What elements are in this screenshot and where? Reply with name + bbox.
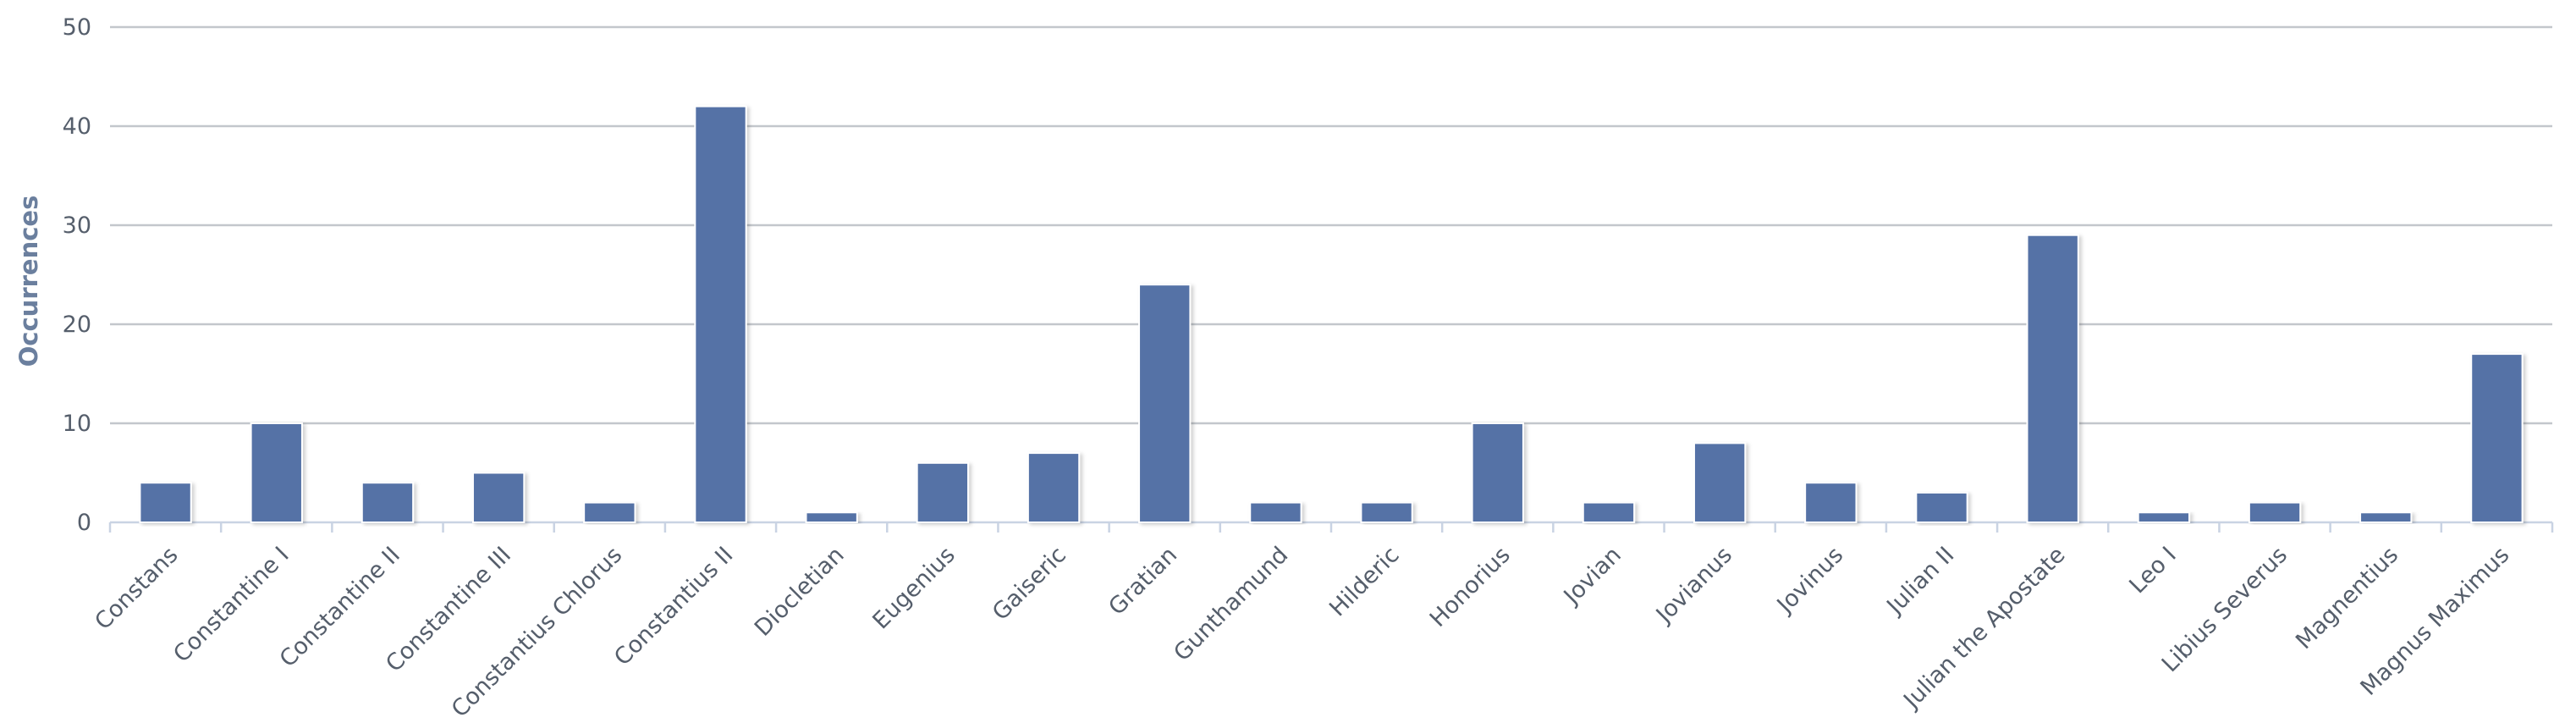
bar <box>1249 501 1302 523</box>
axes <box>108 521 2554 533</box>
bar <box>2026 234 2079 523</box>
bar <box>1582 501 1636 523</box>
y-tick-label: 30 <box>63 212 91 239</box>
x-tick-label: Constans <box>90 542 183 635</box>
x-tick-label: Gaiseric <box>988 542 1071 626</box>
x-tick-label: Hilderic <box>1324 542 1404 621</box>
y-tick-label: 0 <box>77 510 91 536</box>
bar <box>471 472 526 523</box>
x-tick-label: Constantine I <box>168 542 294 668</box>
x-tick-label: Eugenius <box>867 542 960 634</box>
bar <box>1471 422 1524 523</box>
y-tick-label: 20 <box>63 312 91 338</box>
bar <box>694 105 747 523</box>
x-tick-label: Diocletian <box>750 542 850 642</box>
y-axis-title: Occurrences <box>14 196 43 367</box>
bar <box>250 422 303 523</box>
bar <box>1138 284 1192 523</box>
x-tick-label: Julian II <box>1881 542 1960 621</box>
bar <box>2248 501 2302 523</box>
x-tick-label: Gunthamund <box>1169 542 1293 666</box>
bar <box>1915 491 1968 524</box>
bar <box>1027 452 1081 523</box>
y-tick-label: 40 <box>63 113 91 140</box>
bar <box>139 482 192 524</box>
x-tick-label: Constantius II <box>609 542 738 671</box>
y-tick-label: 50 <box>63 14 91 41</box>
x-tick-label: Jovian <box>1558 542 1627 610</box>
x-tick-label: Magnentius <box>2291 542 2403 654</box>
x-tick-label: Leo I <box>2124 542 2181 599</box>
bar <box>1693 442 1747 524</box>
bar <box>1804 482 1858 524</box>
bar <box>2470 353 2524 523</box>
bar <box>361 482 415 524</box>
bar <box>583 501 636 523</box>
y-tick-label: 10 <box>63 411 91 437</box>
x-tick-label: Jovianus <box>1650 542 1737 629</box>
bar <box>2137 511 2191 523</box>
x-tick-label: Jovinus <box>1771 542 1848 619</box>
x-tick-label: Honorius <box>1425 542 1516 632</box>
x-tick-label: Gratian <box>1104 542 1182 621</box>
bars <box>139 105 2524 524</box>
bar <box>1360 501 1413 523</box>
bar <box>916 461 970 523</box>
bar <box>2359 511 2413 523</box>
bar <box>805 511 858 523</box>
grid-lines <box>110 25 2552 425</box>
